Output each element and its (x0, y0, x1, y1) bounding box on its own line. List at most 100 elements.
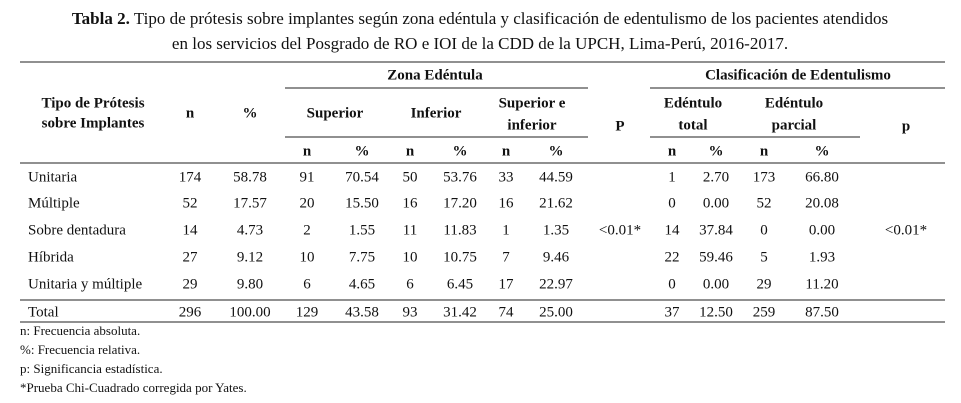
cell: 87.50 (805, 304, 839, 320)
col-header: P (615, 118, 624, 134)
sub-column-header: n (668, 143, 677, 159)
footnote: %: Frecuencia relativa. (20, 342, 140, 357)
sub-column-header: n (760, 143, 769, 159)
cell: 174 (179, 169, 202, 185)
cell: 17.57 (233, 195, 267, 211)
cell: 17.20 (443, 195, 477, 211)
title-line: Tabla 2. Tipo de prótesis sobre implante… (72, 9, 888, 28)
cell: 7.75 (349, 249, 375, 265)
col-header: p (902, 118, 910, 134)
cell: 91 (300, 169, 315, 185)
cell: 296 (179, 304, 202, 320)
cell: 52 (183, 195, 198, 211)
cell: 37 (665, 304, 681, 320)
cell: 52 (757, 195, 772, 211)
cell: 1 (502, 222, 510, 238)
row-label: Unitaria y múltiple (28, 276, 142, 292)
cell: 0 (668, 276, 676, 292)
cell: 53.76 (443, 169, 477, 185)
cell: 0.00 (703, 276, 729, 292)
cell: 10 (300, 249, 315, 265)
cell: 17 (499, 276, 515, 292)
col-header: n (186, 105, 195, 121)
cell: 4.73 (237, 222, 263, 238)
cell: 15.50 (345, 195, 379, 211)
cell: 1 (668, 169, 676, 185)
cell: 22.97 (539, 276, 573, 292)
cell: 14 (183, 222, 199, 238)
cell: 50 (403, 169, 418, 185)
cell: 27 (183, 249, 199, 265)
cell: 37.84 (699, 222, 733, 238)
subgroup-header: inferior (507, 117, 556, 133)
cell: 1.55 (349, 222, 375, 238)
cell: 0 (668, 195, 676, 211)
p-value: <0.01* (599, 222, 641, 238)
row-label: Total (28, 304, 59, 320)
subgroup-header: Superior (307, 105, 364, 121)
cell: 66.80 (805, 169, 839, 185)
sub-column-header: % (709, 143, 724, 159)
cell: 9.80 (237, 276, 263, 292)
cell: 20 (300, 195, 315, 211)
cell: 2 (303, 222, 311, 238)
row-header: sobre Implantes (42, 115, 145, 131)
group-header: Zona Edéntula (387, 67, 483, 83)
subgroup-header: parcial (772, 117, 817, 133)
footnote: *Prueba Chi-Cuadrado corregida por Yates… (20, 380, 247, 395)
cell: 9.46 (543, 249, 570, 265)
cell: 93 (403, 304, 418, 320)
cell: 10 (403, 249, 418, 265)
cell: 2.70 (703, 169, 729, 185)
p-value: <0.01* (885, 222, 927, 238)
cell: 16 (403, 195, 419, 211)
sub-column-header: % (355, 143, 370, 159)
col-header: % (243, 105, 258, 121)
cell: 14 (665, 222, 681, 238)
cell: 70.54 (345, 169, 379, 185)
row-label: Unitaria (28, 169, 77, 185)
cell: 5 (760, 249, 768, 265)
sub-column-header: n (406, 143, 415, 159)
row-label: Híbrida (28, 249, 74, 265)
cell: 25.00 (539, 304, 573, 320)
cell: 100.00 (229, 304, 270, 320)
footnote: p: Significancia estadística. (20, 361, 163, 376)
cell: 6.45 (447, 276, 473, 292)
cell: 31.42 (443, 304, 477, 320)
cell: 33 (499, 169, 514, 185)
subgroup-header: Edéntulo (664, 95, 722, 111)
cell: 12.50 (699, 304, 733, 320)
footnote: n: Frecuencia absoluta. (20, 323, 140, 338)
row-label: Múltiple (28, 195, 80, 211)
row-label: Sobre dentadura (28, 222, 126, 238)
cell: 9.12 (237, 249, 263, 265)
cell: 16 (499, 195, 515, 211)
cell: 20.08 (805, 195, 839, 211)
subgroup-header: total (678, 117, 707, 133)
cell: 29 (757, 276, 772, 292)
cell: 22 (665, 249, 680, 265)
cell: 259 (753, 304, 776, 320)
subgroup-header: Inferior (411, 105, 462, 121)
cell: 10.75 (443, 249, 477, 265)
cell: 74 (499, 304, 515, 320)
cell: 59.46 (699, 249, 733, 265)
sub-column-header: n (303, 143, 312, 159)
cell: 11 (403, 222, 417, 238)
cell: 4.65 (349, 276, 375, 292)
title-text: Tipo de prótesis sobre implantes según z… (134, 9, 888, 28)
group-header: Clasificación de Edentulismo (705, 67, 891, 83)
cell: 129 (296, 304, 319, 320)
subgroup-header: Edéntulo (765, 95, 823, 111)
cell: 21.62 (539, 195, 573, 211)
cell: 7 (502, 249, 510, 265)
cell: 0.00 (809, 222, 835, 238)
cell: 11.20 (805, 276, 838, 292)
cell: 6 (303, 276, 311, 292)
title-label: Tabla 2. (72, 9, 130, 28)
sub-column-header: % (815, 143, 830, 159)
cell: 11.83 (443, 222, 476, 238)
cell: 0.00 (703, 195, 729, 211)
